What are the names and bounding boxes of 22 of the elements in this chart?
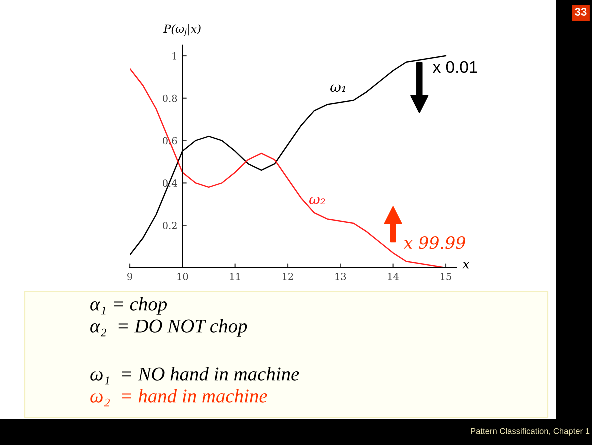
text: α₁ = chop — [90, 297, 168, 315]
text: ω₂ = hand in machine — [90, 389, 268, 407]
x-axis-title: x — [462, 262, 470, 269]
text: α₂ = DO NOT chop — [90, 319, 248, 337]
text: Pattern Classification, Chapter 1 — [471, 428, 590, 436]
annotation: x 99.99 — [404, 236, 466, 250]
y-tick-label: 0.2 — [162, 222, 177, 230]
annotation: x 0.01 — [432, 61, 478, 74]
x-tick-label: 9 — [128, 273, 132, 280]
text: ω₁ = NO hand in machine — [90, 367, 300, 385]
y-axis-title: P(ω$_{j}$|x) — [164, 24, 201, 36]
x-tick-label: 11 — [230, 273, 240, 280]
series-label: ω₁ — [330, 84, 346, 92]
x-tick-label: 10 — [178, 273, 188, 280]
y-tick-label: 0.8 — [162, 94, 178, 102]
x-tick-label: 12 — [282, 273, 294, 280]
x-tick-label: 15 — [440, 273, 452, 280]
x-tick-label: 14 — [388, 273, 400, 280]
x-tick-label: 13 — [336, 273, 346, 280]
text: 33 — [575, 8, 587, 16]
series-label: ω₂ — [310, 197, 326, 204]
y-tick-label: 1 — [172, 52, 176, 60]
